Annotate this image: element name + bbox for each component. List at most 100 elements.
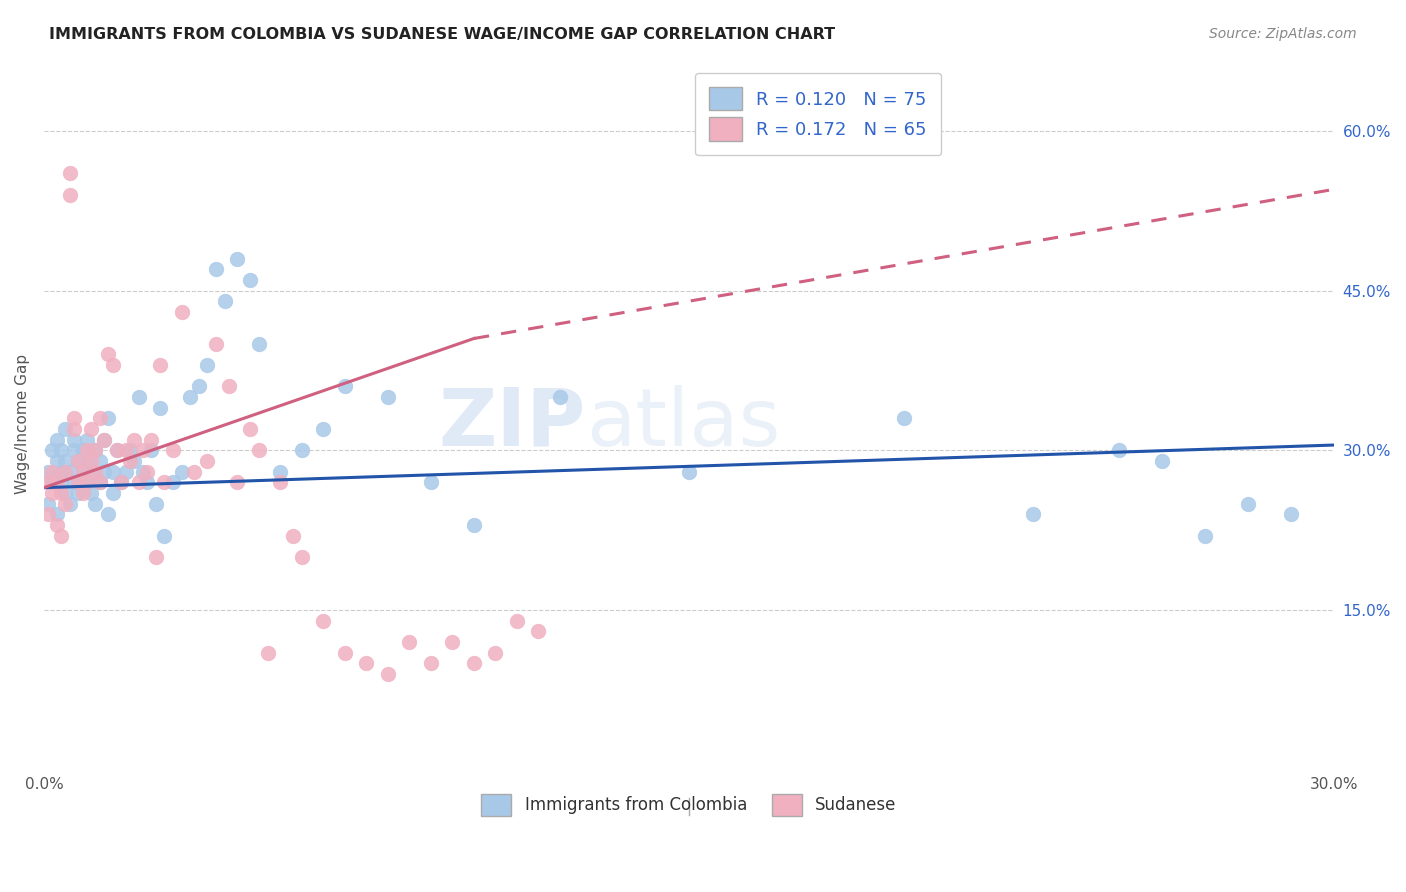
Point xyxy=(678,465,700,479)
Point xyxy=(93,433,115,447)
Point xyxy=(527,624,550,639)
Point xyxy=(72,443,94,458)
Point xyxy=(377,667,399,681)
Point xyxy=(333,646,356,660)
Point xyxy=(162,475,184,490)
Point xyxy=(195,358,218,372)
Point xyxy=(398,635,420,649)
Point xyxy=(1237,497,1260,511)
Point xyxy=(141,443,163,458)
Point xyxy=(1022,508,1045,522)
Point xyxy=(136,465,159,479)
Point xyxy=(80,454,103,468)
Point xyxy=(218,379,240,393)
Point xyxy=(463,657,485,671)
Point xyxy=(41,465,63,479)
Point xyxy=(153,475,176,490)
Point xyxy=(548,390,571,404)
Point xyxy=(37,497,59,511)
Point xyxy=(226,252,249,266)
Point xyxy=(141,433,163,447)
Point xyxy=(226,475,249,490)
Point xyxy=(49,528,72,542)
Point xyxy=(49,486,72,500)
Point xyxy=(45,508,67,522)
Point xyxy=(118,454,141,468)
Point xyxy=(256,646,278,660)
Point xyxy=(41,443,63,458)
Point xyxy=(45,517,67,532)
Point xyxy=(110,475,132,490)
Point xyxy=(463,517,485,532)
Point xyxy=(41,486,63,500)
Point xyxy=(37,465,59,479)
Point xyxy=(110,475,132,490)
Point xyxy=(63,433,86,447)
Point xyxy=(80,465,103,479)
Point xyxy=(72,465,94,479)
Point xyxy=(59,497,82,511)
Point xyxy=(101,486,124,500)
Point xyxy=(153,528,176,542)
Point xyxy=(283,528,305,542)
Point xyxy=(114,465,136,479)
Point xyxy=(55,454,77,468)
Point xyxy=(122,454,145,468)
Point xyxy=(45,475,67,490)
Point xyxy=(55,486,77,500)
Point xyxy=(132,443,155,458)
Point xyxy=(84,497,107,511)
Point xyxy=(105,443,128,458)
Point xyxy=(45,433,67,447)
Point xyxy=(291,549,314,564)
Point xyxy=(49,465,72,479)
Point xyxy=(183,465,205,479)
Point xyxy=(59,166,82,180)
Point xyxy=(1108,443,1130,458)
Point xyxy=(506,614,529,628)
Point xyxy=(205,262,228,277)
Text: ZIP: ZIP xyxy=(439,384,586,463)
Point xyxy=(170,465,193,479)
Point xyxy=(84,443,107,458)
Point xyxy=(132,465,155,479)
Point xyxy=(76,443,98,458)
Point xyxy=(89,411,111,425)
Point xyxy=(41,475,63,490)
Point xyxy=(333,379,356,393)
Point xyxy=(1279,508,1302,522)
Point xyxy=(37,508,59,522)
Point xyxy=(59,465,82,479)
Point xyxy=(55,422,77,436)
Point xyxy=(72,465,94,479)
Point xyxy=(97,347,120,361)
Point xyxy=(114,443,136,458)
Point xyxy=(49,475,72,490)
Point xyxy=(76,475,98,490)
Point xyxy=(55,465,77,479)
Point xyxy=(118,443,141,458)
Point xyxy=(80,486,103,500)
Point xyxy=(84,465,107,479)
Point xyxy=(67,475,90,490)
Text: Source: ZipAtlas.com: Source: ZipAtlas.com xyxy=(1209,27,1357,41)
Point xyxy=(1152,454,1174,468)
Point xyxy=(170,305,193,319)
Point xyxy=(269,475,291,490)
Point xyxy=(72,486,94,500)
Point xyxy=(101,358,124,372)
Point xyxy=(149,358,172,372)
Point xyxy=(291,443,314,458)
Point xyxy=(441,635,464,649)
Point xyxy=(63,411,86,425)
Point xyxy=(101,465,124,479)
Point xyxy=(149,401,172,415)
Point xyxy=(49,443,72,458)
Point xyxy=(93,465,115,479)
Text: IMMIGRANTS FROM COLOMBIA VS SUDANESE WAGE/INCOME GAP CORRELATION CHART: IMMIGRANTS FROM COLOMBIA VS SUDANESE WAG… xyxy=(49,27,835,42)
Point xyxy=(269,465,291,479)
Point xyxy=(67,486,90,500)
Y-axis label: Wage/Income Gap: Wage/Income Gap xyxy=(15,353,30,494)
Point xyxy=(63,475,86,490)
Point xyxy=(97,411,120,425)
